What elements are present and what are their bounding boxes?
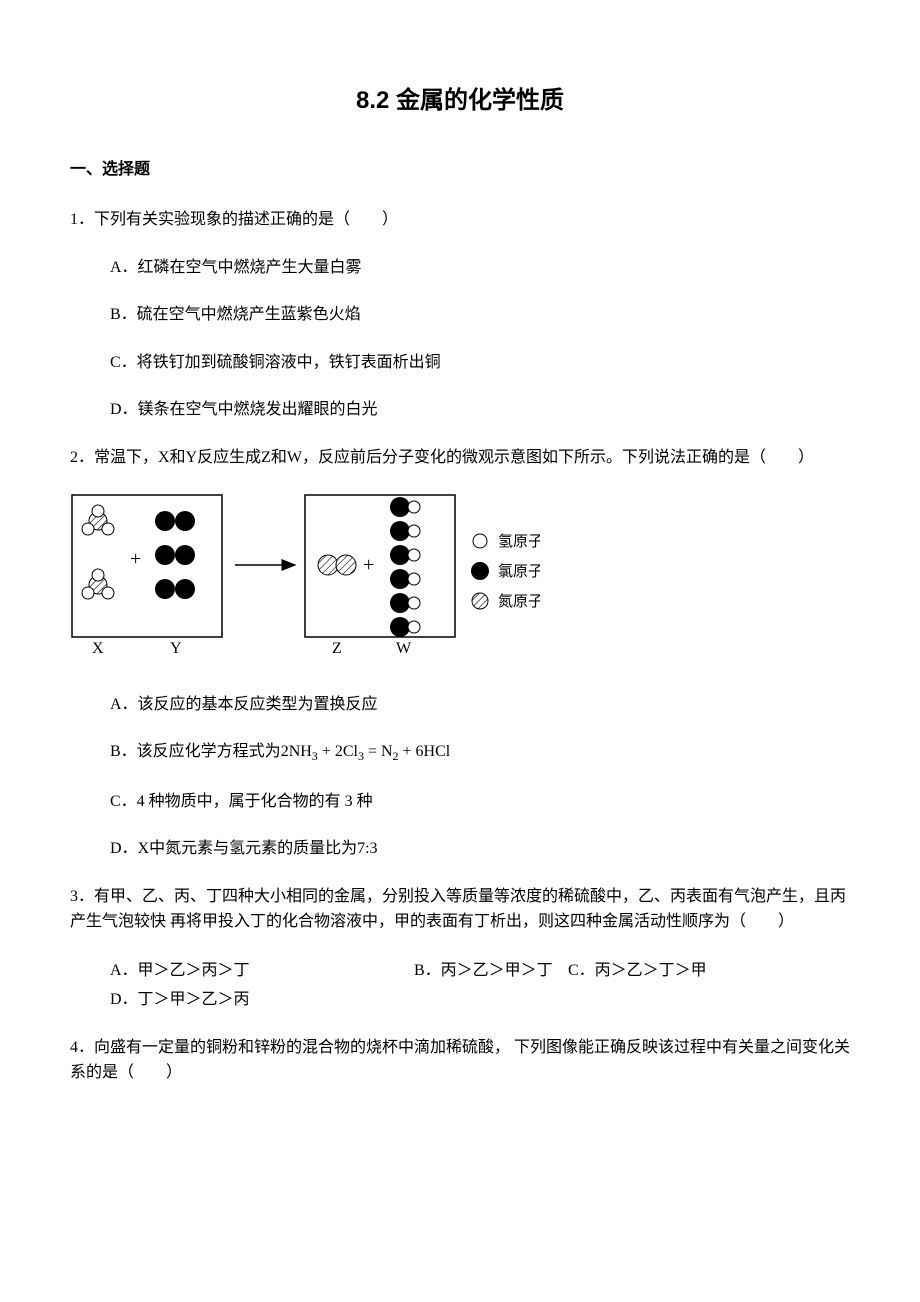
question-1: 1．下列有关实验现象的描述正确的是（ ） A．红磷在空气中燃烧产生大量白雾 B．… xyxy=(70,207,850,423)
q3-option-a: A．甲＞乙＞丙＞丁 xyxy=(110,957,410,986)
section-heading: 一、选择题 xyxy=(70,155,850,179)
q3-options: A．甲＞乙＞丙＞丁 B．丙＞乙＞甲＞丁 C．丙＞乙＞丁＞甲 D．丁＞甲＞乙＞丙 xyxy=(110,957,850,1015)
label-y: Y xyxy=(170,640,182,657)
label-z: Z xyxy=(332,640,342,657)
question-3: 3．有甲、乙、丙、丁四种大小相同的金属，分别投入等质量等浓度的稀硫酸中，乙、丙表… xyxy=(70,884,850,1015)
q4-stem: 4．向盛有一定量的铜粉和锌粉的混合物的烧杯中滴加稀硫酸， 下列图像能正确反映该过… xyxy=(70,1035,850,1086)
q3-option-c: C．丙＞乙＞丁＞甲 xyxy=(568,957,718,986)
q2-b-prefix: B．该反应化学方程式为 xyxy=(110,743,281,760)
question-2: 2．常温下，X和Y反应生成Z和W，反应前后分子变化的微观示意图如下所示。下列说法… xyxy=(70,445,850,862)
q2-b-equation: 2NH3 + 2Cl3 = N2 + 6HCl xyxy=(281,743,451,760)
q2-diagram: + X Y + xyxy=(70,493,850,668)
q2-option-a: A．该反应的基本反应类型为置换反应 xyxy=(110,692,850,718)
page-title: 8.2 金属的化学性质 xyxy=(70,80,850,115)
q1-option-c: C．将铁钉加到硫酸铜溶液中，铁钉表面析出铜 xyxy=(110,350,850,376)
q2-option-d: D．X中氮元素与氢元素的质量比为7:3 xyxy=(110,836,850,862)
legend-chlorine: 氯原子 xyxy=(498,563,540,580)
svg-text:+: + xyxy=(363,554,374,576)
q2-option-b: B．该反应化学方程式为2NH3 + 2Cl3 = N2 + 6HCl xyxy=(110,739,850,766)
q1-option-d: D．镁条在空气中燃烧发出耀眼的白光 xyxy=(110,397,850,423)
label-w: W xyxy=(396,640,412,657)
q2-stem: 2．常温下，X和Y反应生成Z和W，反应前后分子变化的微观示意图如下所示。下列说法… xyxy=(70,445,850,471)
q1-stem: 1．下列有关实验现象的描述正确的是（ ） xyxy=(70,207,850,233)
label-x: X xyxy=(92,640,104,657)
q1-option-a: A．红磷在空气中燃烧产生大量白雾 xyxy=(110,255,850,281)
q3-stem: 3．有甲、乙、丙、丁四种大小相同的金属，分别投入等质量等浓度的稀硫酸中，乙、丙表… xyxy=(70,884,850,935)
q2-option-c: C．4 种物质中，属于化合物的有 3 种 xyxy=(110,789,850,815)
q3-option-b: B．丙＞乙＞甲＞丁 xyxy=(414,957,564,986)
question-4: 4．向盛有一定量的铜粉和锌粉的混合物的烧杯中滴加稀硫酸， 下列图像能正确反映该过… xyxy=(70,1035,850,1086)
svg-text:+: + xyxy=(130,548,141,570)
q1-option-b: B．硫在空气中燃烧产生蓝紫色火焰 xyxy=(110,302,850,328)
q3-option-d: D．丁＞甲＞乙＞丙 xyxy=(110,986,250,1015)
legend-nitrogen: 氮原子 xyxy=(498,593,540,610)
legend-hydrogen: 氢原子 xyxy=(498,533,540,550)
